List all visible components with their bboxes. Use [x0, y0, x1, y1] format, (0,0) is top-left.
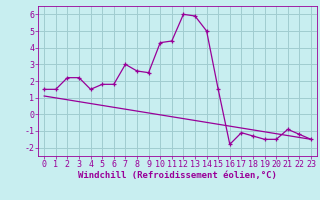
X-axis label: Windchill (Refroidissement éolien,°C): Windchill (Refroidissement éolien,°C)	[78, 171, 277, 180]
